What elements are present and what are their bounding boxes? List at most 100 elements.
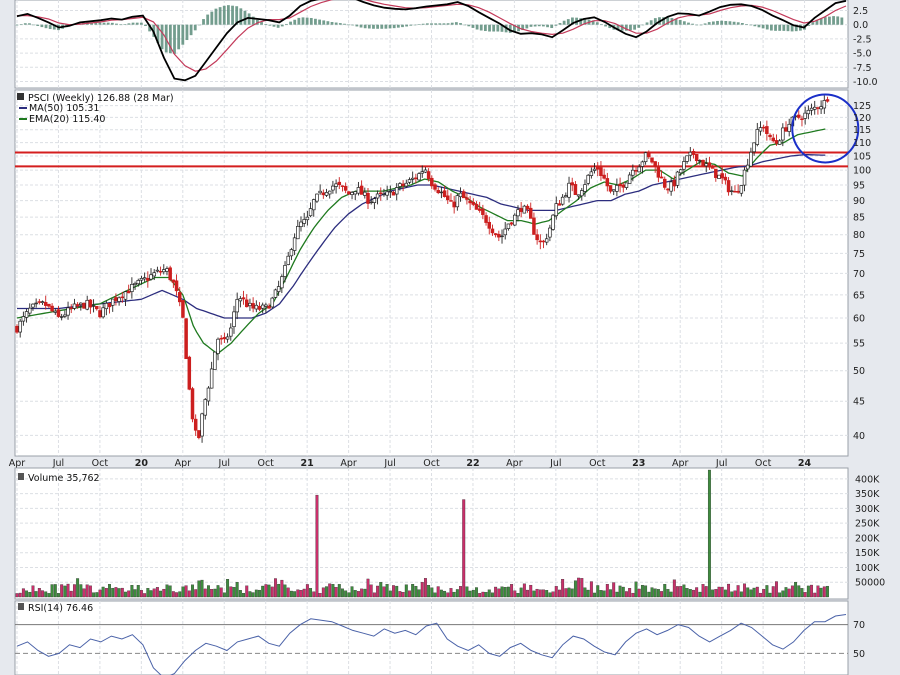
price-y-tick-90: 90: [853, 196, 865, 207]
volume-bar-97: [325, 586, 328, 598]
volume-bar-197: [644, 585, 648, 598]
x-tick-2-oct: Oct: [92, 458, 109, 469]
volume-bar-128: [423, 578, 427, 598]
macd-hist-bar-22: [106, 22, 110, 25]
candle-body-2: [21, 316, 26, 322]
macd-hist-bar-30: [139, 22, 143, 25]
candle-body-9: [43, 302, 48, 306]
candle-body-20: [79, 302, 83, 305]
ema20-legend-label: EMA(20) 115.40: [29, 114, 105, 125]
candle-body-65: [222, 337, 227, 340]
candle-body-114: [379, 192, 383, 195]
volume-bar-121: [401, 592, 405, 598]
candle-body-139: [458, 192, 463, 198]
volume-bar-248: [806, 585, 810, 598]
volume-bar-3: [25, 590, 29, 598]
candle-body-208: [678, 169, 683, 174]
macd-hist-bar-100: [430, 23, 433, 25]
candle-body-33: [120, 296, 125, 299]
candle-body-148: [487, 221, 492, 229]
volume-bar-174: [570, 588, 574, 598]
volume-bar-45: [159, 590, 163, 598]
macd-hist-bar-39: [177, 24, 181, 50]
volume-bars: [15, 469, 829, 598]
macd-hist-bar-141: [600, 24, 603, 26]
chart-icon: [17, 93, 24, 100]
price-y-tick-70: 70: [853, 269, 865, 280]
candle-body-180: [589, 171, 594, 176]
candle-body-119: [394, 187, 399, 195]
volume-bar-89: [299, 590, 303, 598]
macd-hist-bar-143: [608, 24, 612, 29]
candle-body-220: [717, 174, 721, 180]
macd-hist-bar-95: [409, 24, 413, 26]
candle-body-193: [631, 169, 635, 176]
volume-bar-62: [213, 588, 217, 598]
candle-body-111: [369, 201, 373, 204]
volume-bar-156: [513, 590, 517, 598]
candle-body-149: [490, 228, 495, 234]
candle-body-125: [414, 177, 418, 180]
volume-bar-247: [803, 592, 807, 598]
candle-body-116: [385, 191, 389, 196]
volume-bar-215: [701, 584, 705, 598]
candle-body-197: [643, 152, 648, 163]
volume-bar-175: [573, 580, 577, 598]
volume-bar-214: [698, 591, 702, 598]
volume-bar-220: [717, 586, 721, 598]
volume-bar-109: [363, 588, 367, 598]
candle-body-63: [216, 338, 220, 354]
volume-bar-47: [165, 584, 169, 598]
macd-hist-bar-180: [761, 24, 765, 29]
macd-hist-bar-34: [156, 24, 160, 44]
candle-body-212: [691, 151, 696, 155]
candle-body-178: [583, 184, 587, 192]
candle-body-185: [605, 178, 610, 187]
macd-hist-bar-102: [438, 23, 442, 25]
volume-bar-19: [76, 578, 80, 598]
macd-hist-bar-37: [168, 24, 172, 54]
macd-hist-bar-90: [388, 24, 392, 29]
candle-body-161: [528, 207, 533, 219]
candle-body-127: [420, 171, 424, 174]
macd-hist-bar-29: [135, 22, 139, 25]
candle-body-184: [602, 174, 606, 179]
candle-body-31: [114, 297, 118, 301]
macd-hist-bar-113: [483, 24, 487, 32]
candle-body-106: [353, 191, 357, 195]
macd-hist-bar-88: [380, 24, 384, 29]
macd-hist-bar-76: [330, 22, 334, 25]
candle-body-19: [75, 304, 80, 307]
candle-body-77: [260, 304, 265, 309]
candle-body-23: [88, 299, 93, 308]
volume-bar-134: [443, 590, 447, 598]
candle-body-246: [800, 118, 804, 121]
candle-body-207: [675, 171, 680, 186]
macd-hist-bar-153: [649, 20, 653, 25]
candle-body-196: [640, 161, 645, 167]
price-y-tick-60: 60: [853, 313, 865, 324]
macd-hist-bar-117: [500, 24, 504, 32]
macd-hist-bar-136: [579, 18, 583, 25]
volume-bar-37: [133, 589, 137, 598]
volume-bar-199: [650, 587, 654, 598]
volume-bar-212: [692, 589, 695, 598]
candle-body-223: [726, 180, 731, 193]
candle-body-122: [404, 182, 409, 187]
candle-body-104: [347, 191, 351, 195]
x-tick-10-oct: Oct: [423, 458, 440, 469]
volume-bar-135: [446, 592, 450, 598]
candle-body-40: [142, 277, 147, 280]
volume-bar-159: [522, 583, 526, 598]
candle-body-93: [312, 199, 316, 211]
candle-body-140: [461, 191, 466, 199]
price-y-tick-125: 125: [853, 101, 871, 112]
volume-y-tick-250k: 250K: [855, 519, 880, 530]
candle-body-48: [168, 267, 172, 281]
volume-bar-1: [18, 592, 22, 598]
candle-body-137: [452, 201, 456, 208]
candle-body-112: [372, 198, 377, 204]
candle-body-120: [398, 183, 402, 187]
volume-bar-91: [305, 584, 309, 598]
volume-y-tick-300k: 300K: [855, 504, 880, 515]
